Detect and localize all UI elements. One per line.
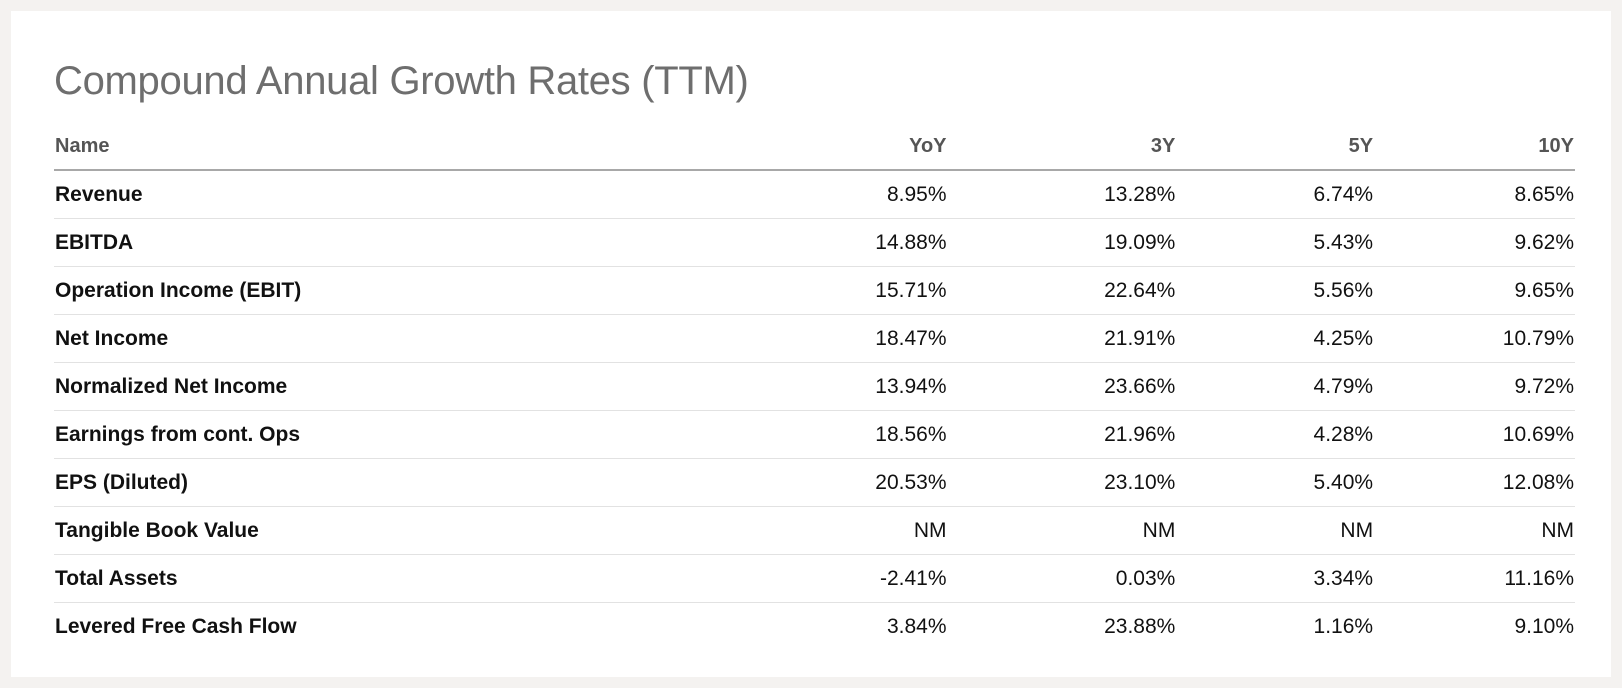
row-10y: 8.65%	[1374, 170, 1575, 219]
table-row: Operation Income (EBIT) 15.71% 22.64% 5.…	[54, 266, 1575, 315]
row-3y: 0.03%	[947, 554, 1177, 603]
row-yoy: 15.71%	[613, 266, 948, 315]
cagr-table: Name YoY 3Y 5Y 10Y Revenue 8.95% 13.28% …	[54, 123, 1575, 650]
table-row: Tangible Book Value NM NM NM NM	[54, 506, 1575, 555]
row-10y: 9.65%	[1374, 266, 1575, 315]
row-name: EPS (Diluted)	[54, 458, 614, 507]
row-10y: 10.69%	[1374, 410, 1575, 459]
table-row: EBITDA 14.88% 19.09% 5.43% 9.62%	[54, 218, 1575, 267]
row-yoy: 8.95%	[613, 170, 948, 219]
row-name: Operation Income (EBIT)	[54, 266, 614, 315]
row-yoy: NM	[613, 506, 948, 555]
row-yoy: 18.56%	[613, 410, 948, 459]
row-3y: 23.10%	[947, 458, 1177, 507]
table-row: Earnings from cont. Ops 18.56% 21.96% 4.…	[54, 410, 1575, 459]
row-10y: 12.08%	[1374, 458, 1575, 507]
row-3y: 21.91%	[947, 314, 1177, 363]
header-5y: 5Y	[1176, 123, 1375, 171]
cagr-card: Compound Annual Growth Rates (TTM) Name …	[11, 11, 1611, 677]
row-yoy: 3.84%	[886, 614, 947, 638]
row-name: Tangible Book Value	[54, 506, 614, 555]
row-10y: 9.72%	[1374, 362, 1575, 411]
row-5y: 1.16%	[1313, 614, 1374, 638]
row-name: EBITDA	[54, 218, 614, 267]
row-3y: 19.09%	[947, 218, 1177, 267]
table-header-row: Name YoY 3Y 5Y 10Y	[54, 123, 1575, 171]
row-10y: NM	[1374, 506, 1575, 555]
row-5y: 5.40%	[1176, 458, 1375, 507]
row-10y: 9.10%	[1514, 614, 1574, 638]
row-yoy: 18.47%	[613, 314, 948, 363]
row-5y: 4.79%	[1176, 362, 1375, 411]
row-3y: 23.88%	[1104, 614, 1176, 638]
row-3y: 22.64%	[947, 266, 1177, 315]
header-3y: 3Y	[947, 123, 1177, 171]
row-5y: 5.43%	[1176, 218, 1375, 267]
row-name: Normalized Net Income	[54, 362, 614, 411]
row-10y: 11.16%	[1374, 554, 1575, 603]
row-yoy: -2.41%	[613, 554, 948, 603]
header-10y: 10Y	[1374, 123, 1575, 171]
row-yoy: 13.94%	[613, 362, 948, 411]
row-3y: NM	[947, 506, 1177, 555]
table-row: Levered Free Cash Flow 3.84% 23.88% 1.16…	[54, 603, 1575, 651]
row-3y: 21.96%	[947, 410, 1177, 459]
row-5y: 6.74%	[1176, 170, 1375, 219]
row-5y: 4.28%	[1176, 410, 1375, 459]
row-name: Net Income	[54, 314, 614, 363]
row-10y: 10.79%	[1374, 314, 1575, 363]
row-name: Total Assets	[54, 554, 614, 603]
row-5y: 4.25%	[1176, 314, 1375, 363]
row-name: Levered Free Cash Flow	[55, 614, 297, 638]
table-row: EPS (Diluted) 20.53% 23.10% 5.40% 12.08%	[54, 458, 1575, 507]
table-row: Net Income 18.47% 21.91% 4.25% 10.79%	[54, 314, 1575, 363]
header-yoy: YoY	[613, 123, 948, 171]
header-name: Name	[54, 123, 614, 171]
row-yoy: 14.88%	[613, 218, 948, 267]
row-5y: 3.34%	[1176, 554, 1375, 603]
row-yoy: 20.53%	[613, 458, 948, 507]
row-5y: NM	[1176, 506, 1375, 555]
table-row: Normalized Net Income 13.94% 23.66% 4.79…	[54, 362, 1575, 411]
row-name: Revenue	[54, 170, 614, 219]
row-10y: 9.62%	[1374, 218, 1575, 267]
card-title: Compound Annual Growth Rates (TTM)	[54, 59, 749, 103]
row-name: Earnings from cont. Ops	[54, 410, 614, 459]
row-5y: 5.56%	[1176, 266, 1375, 315]
row-3y: 13.28%	[947, 170, 1177, 219]
table-row: Total Assets -2.41% 0.03% 3.34% 11.16%	[54, 554, 1575, 603]
row-3y: 23.66%	[947, 362, 1177, 411]
table-row: Revenue 8.95% 13.28% 6.74% 8.65%	[54, 170, 1575, 219]
